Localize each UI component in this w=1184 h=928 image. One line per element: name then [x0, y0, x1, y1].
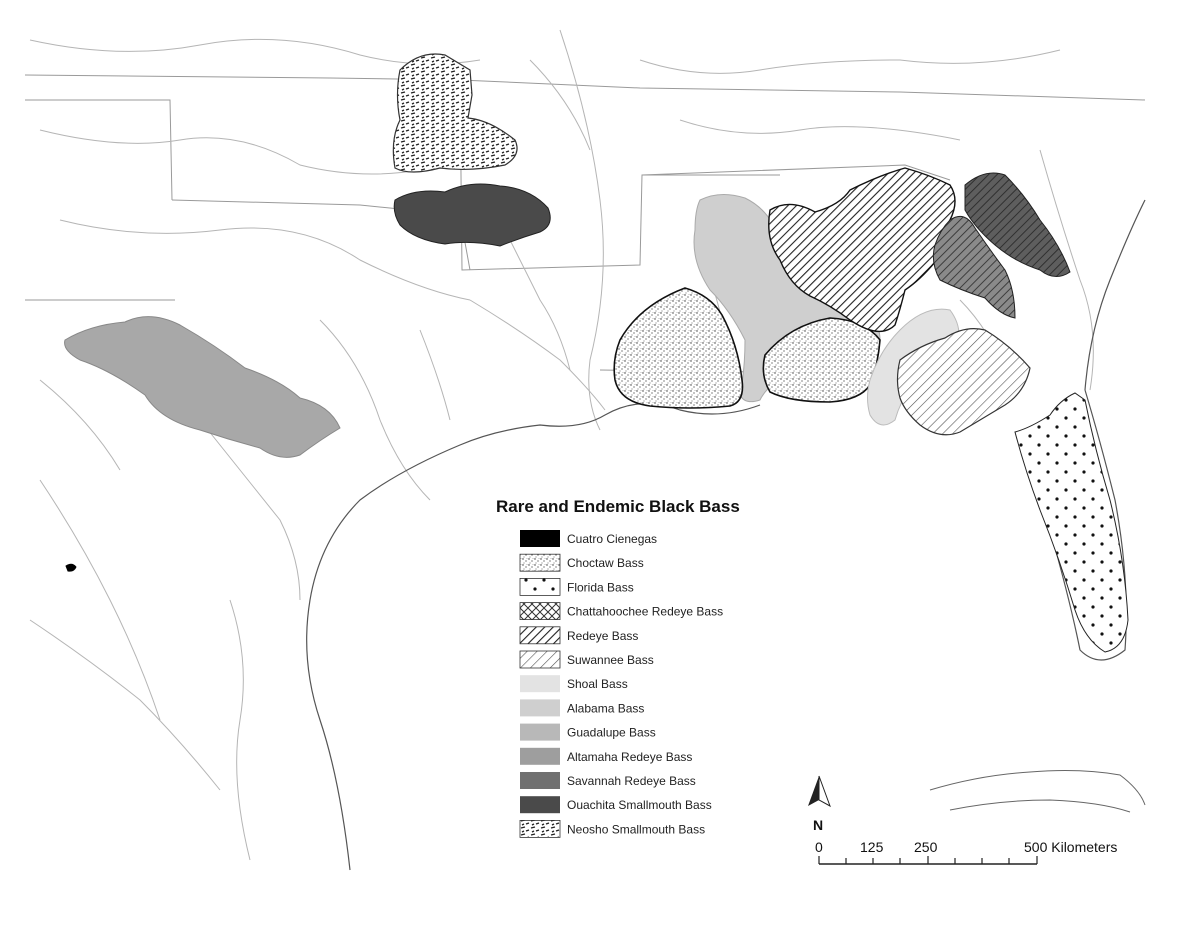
range-neosho-smallmouth-bass: [392, 53, 518, 173]
range-savannah-redeye-bass: [964, 172, 1071, 277]
legend-label-florida-bass: Florida Bass: [567, 580, 634, 594]
legend-label-suwannee-bass: Suwannee Bass: [567, 653, 654, 667]
north-arrow: N: [808, 775, 831, 833]
legend-swatch-chattahoochee-redeye-bass: [519, 602, 561, 620]
legend-swatch-ouachita-smallmouth-bass: [520, 796, 560, 814]
cuba-coastline: [929, 770, 1146, 806]
north-arrow-label: N: [813, 817, 823, 833]
range-florida-bass: [1014, 392, 1129, 653]
legend: Rare and Endemic Black Bass Cuatro Ciene…: [496, 497, 740, 838]
legend-label-shoal-bass: Shoal Bass: [567, 677, 628, 691]
legend-label-alabama-bass: Alabama Bass: [567, 701, 644, 715]
scale-label-125: 125: [860, 839, 884, 855]
cuba-coastline-south: [949, 799, 1131, 813]
legend-label-savannah-redeye-bass: Savannah Redeye Bass: [567, 774, 696, 788]
legend-label-redeye-bass: Redeye Bass: [567, 629, 638, 643]
legend-swatch-alabama-bass: [520, 699, 560, 717]
legend-swatch-cuatro-cienegas: [520, 530, 560, 547]
legend-swatch-redeye-bass: [519, 626, 561, 645]
north-arrow-icon-right: [818, 775, 831, 808]
legend-label-altamaha-redeye-bass: Altamaha Redeye Bass: [567, 750, 692, 764]
legend-swatch-shoal-bass: [520, 675, 560, 693]
atlantic-coastline: [1084, 199, 1146, 391]
legend-swatch-choctaw-bass: [519, 553, 561, 572]
range-guadalupe-bass: [64, 316, 341, 458]
scale-label-250: 250: [914, 839, 938, 855]
legend-swatch-florida-bass: [519, 578, 561, 596]
legend-swatch-altamaha-redeye-bass: [520, 747, 560, 765]
scale-label-500: 500 Kilometers: [1024, 839, 1117, 855]
legend-swatch-guadalupe-bass: [520, 723, 560, 741]
legend-label-guadalupe-bass: Guadalupe Bass: [567, 726, 656, 740]
legend-label-cuatro-cienegas: Cuatro Cienegas: [567, 532, 657, 546]
range-ouachita-smallmouth-bass: [393, 183, 551, 247]
rivers: [29, 29, 1094, 861]
legend-swatch-savannah-redeye-bass: [520, 772, 560, 789]
scale-bar: 0 125 250 500 Kilometers: [815, 839, 1117, 865]
legend-title: Rare and Endemic Black Bass: [496, 497, 740, 516]
legend-label-ouachita-smallmouth-bass: Ouachita Smallmouth Bass: [567, 798, 712, 812]
legend-swatch-suwannee-bass: [519, 650, 561, 669]
range-cuatro-cienegas: [65, 563, 77, 572]
legend-items: Cuatro Cienegas Choctaw Bass Florida Bass C…: [519, 530, 723, 838]
scale-label-0: 0: [815, 839, 823, 855]
legend-swatch-neosho-smallmouth-bass: [519, 820, 561, 838]
north-arrow-icon: [808, 776, 819, 806]
range-altamaha-redeye-bass: [932, 215, 1016, 319]
legend-label-choctaw-bass: Choctaw Bass: [567, 556, 644, 570]
legend-label-chattahoochee-redeye-bass: Chattahoochee Redeye Bass: [567, 605, 723, 619]
range-suwannee-bass: [896, 328, 1031, 436]
legend-label-neosho-smallmouth-bass: Neosho Smallmouth Bass: [567, 822, 705, 836]
range-choctaw-bass: [613, 287, 744, 409]
